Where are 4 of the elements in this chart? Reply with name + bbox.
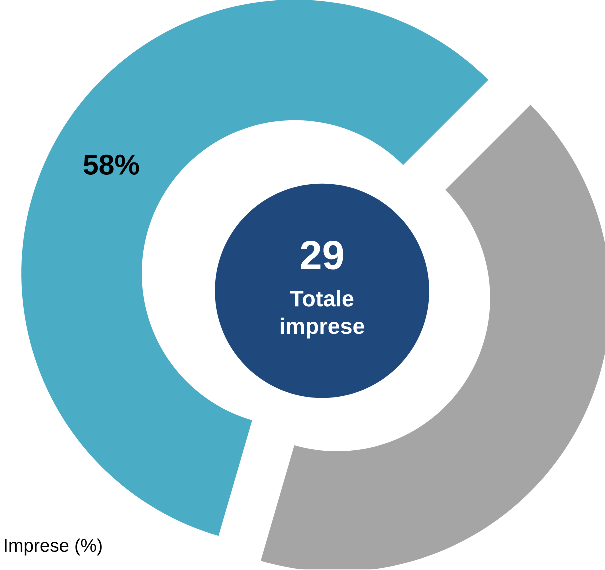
text: Totale imprese — [280, 290, 364, 339]
data-label: 58% — [84, 155, 140, 176]
text: Imprese (%) — [5, 538, 102, 556]
text: 29 — [301, 241, 344, 270]
